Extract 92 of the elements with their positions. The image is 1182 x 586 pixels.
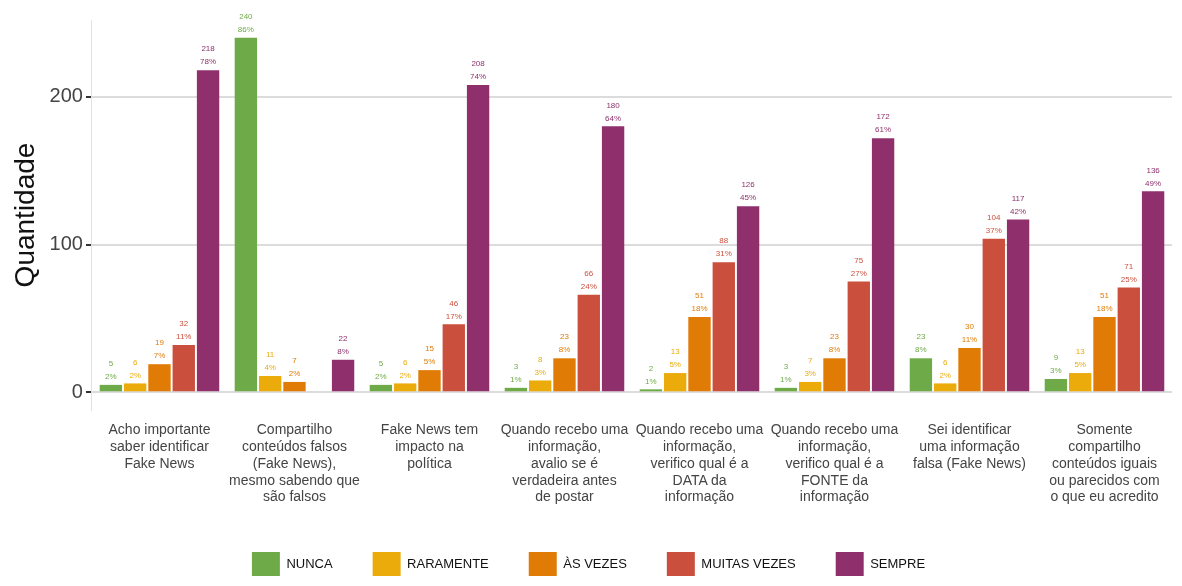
x-tick-label: Quando recebo uma informação, verifico qual é a DATA da informação [635, 421, 764, 505]
bar [369, 384, 393, 392]
data-label: 5 2% [105, 359, 117, 382]
data-label: 13 5% [1074, 347, 1086, 370]
bar [1044, 378, 1068, 392]
bar [601, 126, 625, 392]
data-label: 9 3% [1050, 353, 1062, 376]
data-label: 208 74% [470, 59, 487, 82]
legend-label: RARAMENTE [407, 555, 490, 571]
data-label: 180 64% [605, 100, 622, 123]
data-label: 88 31% [715, 236, 732, 259]
x-tick-label: Quando recebo uma informação, avalio se é verdadeira antes de postar [500, 421, 629, 505]
y-tick-label: 200 [49, 84, 83, 107]
data-label: 172 61% [875, 112, 892, 135]
data-label: 23 8% [828, 332, 841, 355]
data-label: 71 25% [1120, 261, 1137, 284]
bar [871, 138, 895, 392]
bar [664, 373, 687, 392]
bar [466, 85, 490, 392]
data-label: 23 8% [915, 332, 927, 355]
data-label: 46 17% [445, 298, 462, 321]
y-tick-label: 0 [71, 379, 83, 402]
data-label: 11 4% [264, 350, 276, 373]
bar [688, 316, 711, 392]
data-label: 8 3% [534, 354, 546, 377]
y-axis-title: Quantidade [8, 142, 40, 288]
bar [712, 262, 735, 392]
data-label: 126 45% [740, 180, 757, 203]
bar [847, 281, 870, 392]
bar [982, 238, 1005, 392]
bar [958, 347, 981, 392]
legend-label: MUITAS VEZES [701, 555, 797, 571]
bar [172, 345, 195, 392]
bar [1006, 219, 1030, 392]
bar [1117, 287, 1140, 392]
data-label: 32 11% [176, 319, 192, 342]
x-tick-label: Compartilho conteúdos falsos (Fake News), mesmo sabendo que são falsos [229, 421, 361, 505]
bar [283, 381, 306, 392]
data-label: 6 2% [399, 357, 411, 380]
bar [418, 370, 441, 392]
bar [394, 383, 417, 392]
x-tick-label: Acho importante saber identificar Fake News [108, 421, 211, 471]
bar [196, 70, 220, 392]
bar [1093, 316, 1116, 392]
bar [1069, 373, 1092, 392]
x-tick-label: Fake News tem impacto na política [380, 421, 479, 471]
data-label: 104 37% [985, 212, 1002, 235]
data-label: 6 2% [129, 357, 141, 380]
bar [234, 37, 258, 392]
bar [259, 376, 282, 392]
x-tick-label: Somente compartilho conteúdos iguais ou parecidos com o que eu acredito [1049, 421, 1160, 505]
bar [148, 364, 171, 392]
data-label: 218 78% [200, 44, 217, 67]
data-label: 5 2% [375, 359, 387, 382]
bar [577, 294, 600, 392]
data-label: 30 11% [961, 322, 978, 345]
data-label: 3 1% [510, 362, 522, 385]
bar [909, 358, 933, 392]
x-tick-label: Quando recebo uma informação, verifico qual é a FONTE da informação [770, 421, 899, 505]
bar [934, 383, 957, 392]
data-label: 6 2% [939, 357, 951, 380]
legend-label: NUNCA [286, 555, 333, 571]
data-label: 22 8% [337, 333, 349, 356]
y-tick-label: 100 [49, 232, 83, 255]
bar [553, 358, 576, 392]
data-label: 2 1% [645, 363, 657, 386]
data-label: 23 8% [558, 332, 571, 355]
data-label: 240 86% [237, 11, 254, 34]
bar [1141, 191, 1165, 392]
bar [442, 324, 465, 392]
bar [99, 384, 123, 392]
data-label: 136 49% [1145, 165, 1162, 188]
bar [823, 358, 846, 392]
data-label: 117 42% [1010, 193, 1027, 216]
x-tick-label: Sei identificar uma informação falsa (Fake News) [913, 421, 1026, 471]
data-label: 51 18% [1096, 291, 1113, 314]
data-label: 66 24% [580, 268, 597, 291]
legend-label: ÀS VEZES [563, 555, 628, 571]
data-label: 7 2% [288, 356, 301, 379]
data-label: 15 5% [423, 344, 436, 367]
bar [123, 383, 147, 392]
data-label: 7 3% [804, 356, 816, 379]
data-label: 75 27% [850, 255, 867, 278]
legend-label: SEMPRE [870, 555, 926, 571]
bar [799, 381, 822, 392]
data-label: 19 7% [153, 338, 166, 361]
data-label: 3 1% [780, 362, 792, 385]
data-label: 13 5% [669, 347, 681, 370]
bar [331, 359, 355, 392]
bar [736, 206, 760, 392]
data-label: 51 18% [691, 291, 708, 314]
bar [529, 380, 552, 392]
